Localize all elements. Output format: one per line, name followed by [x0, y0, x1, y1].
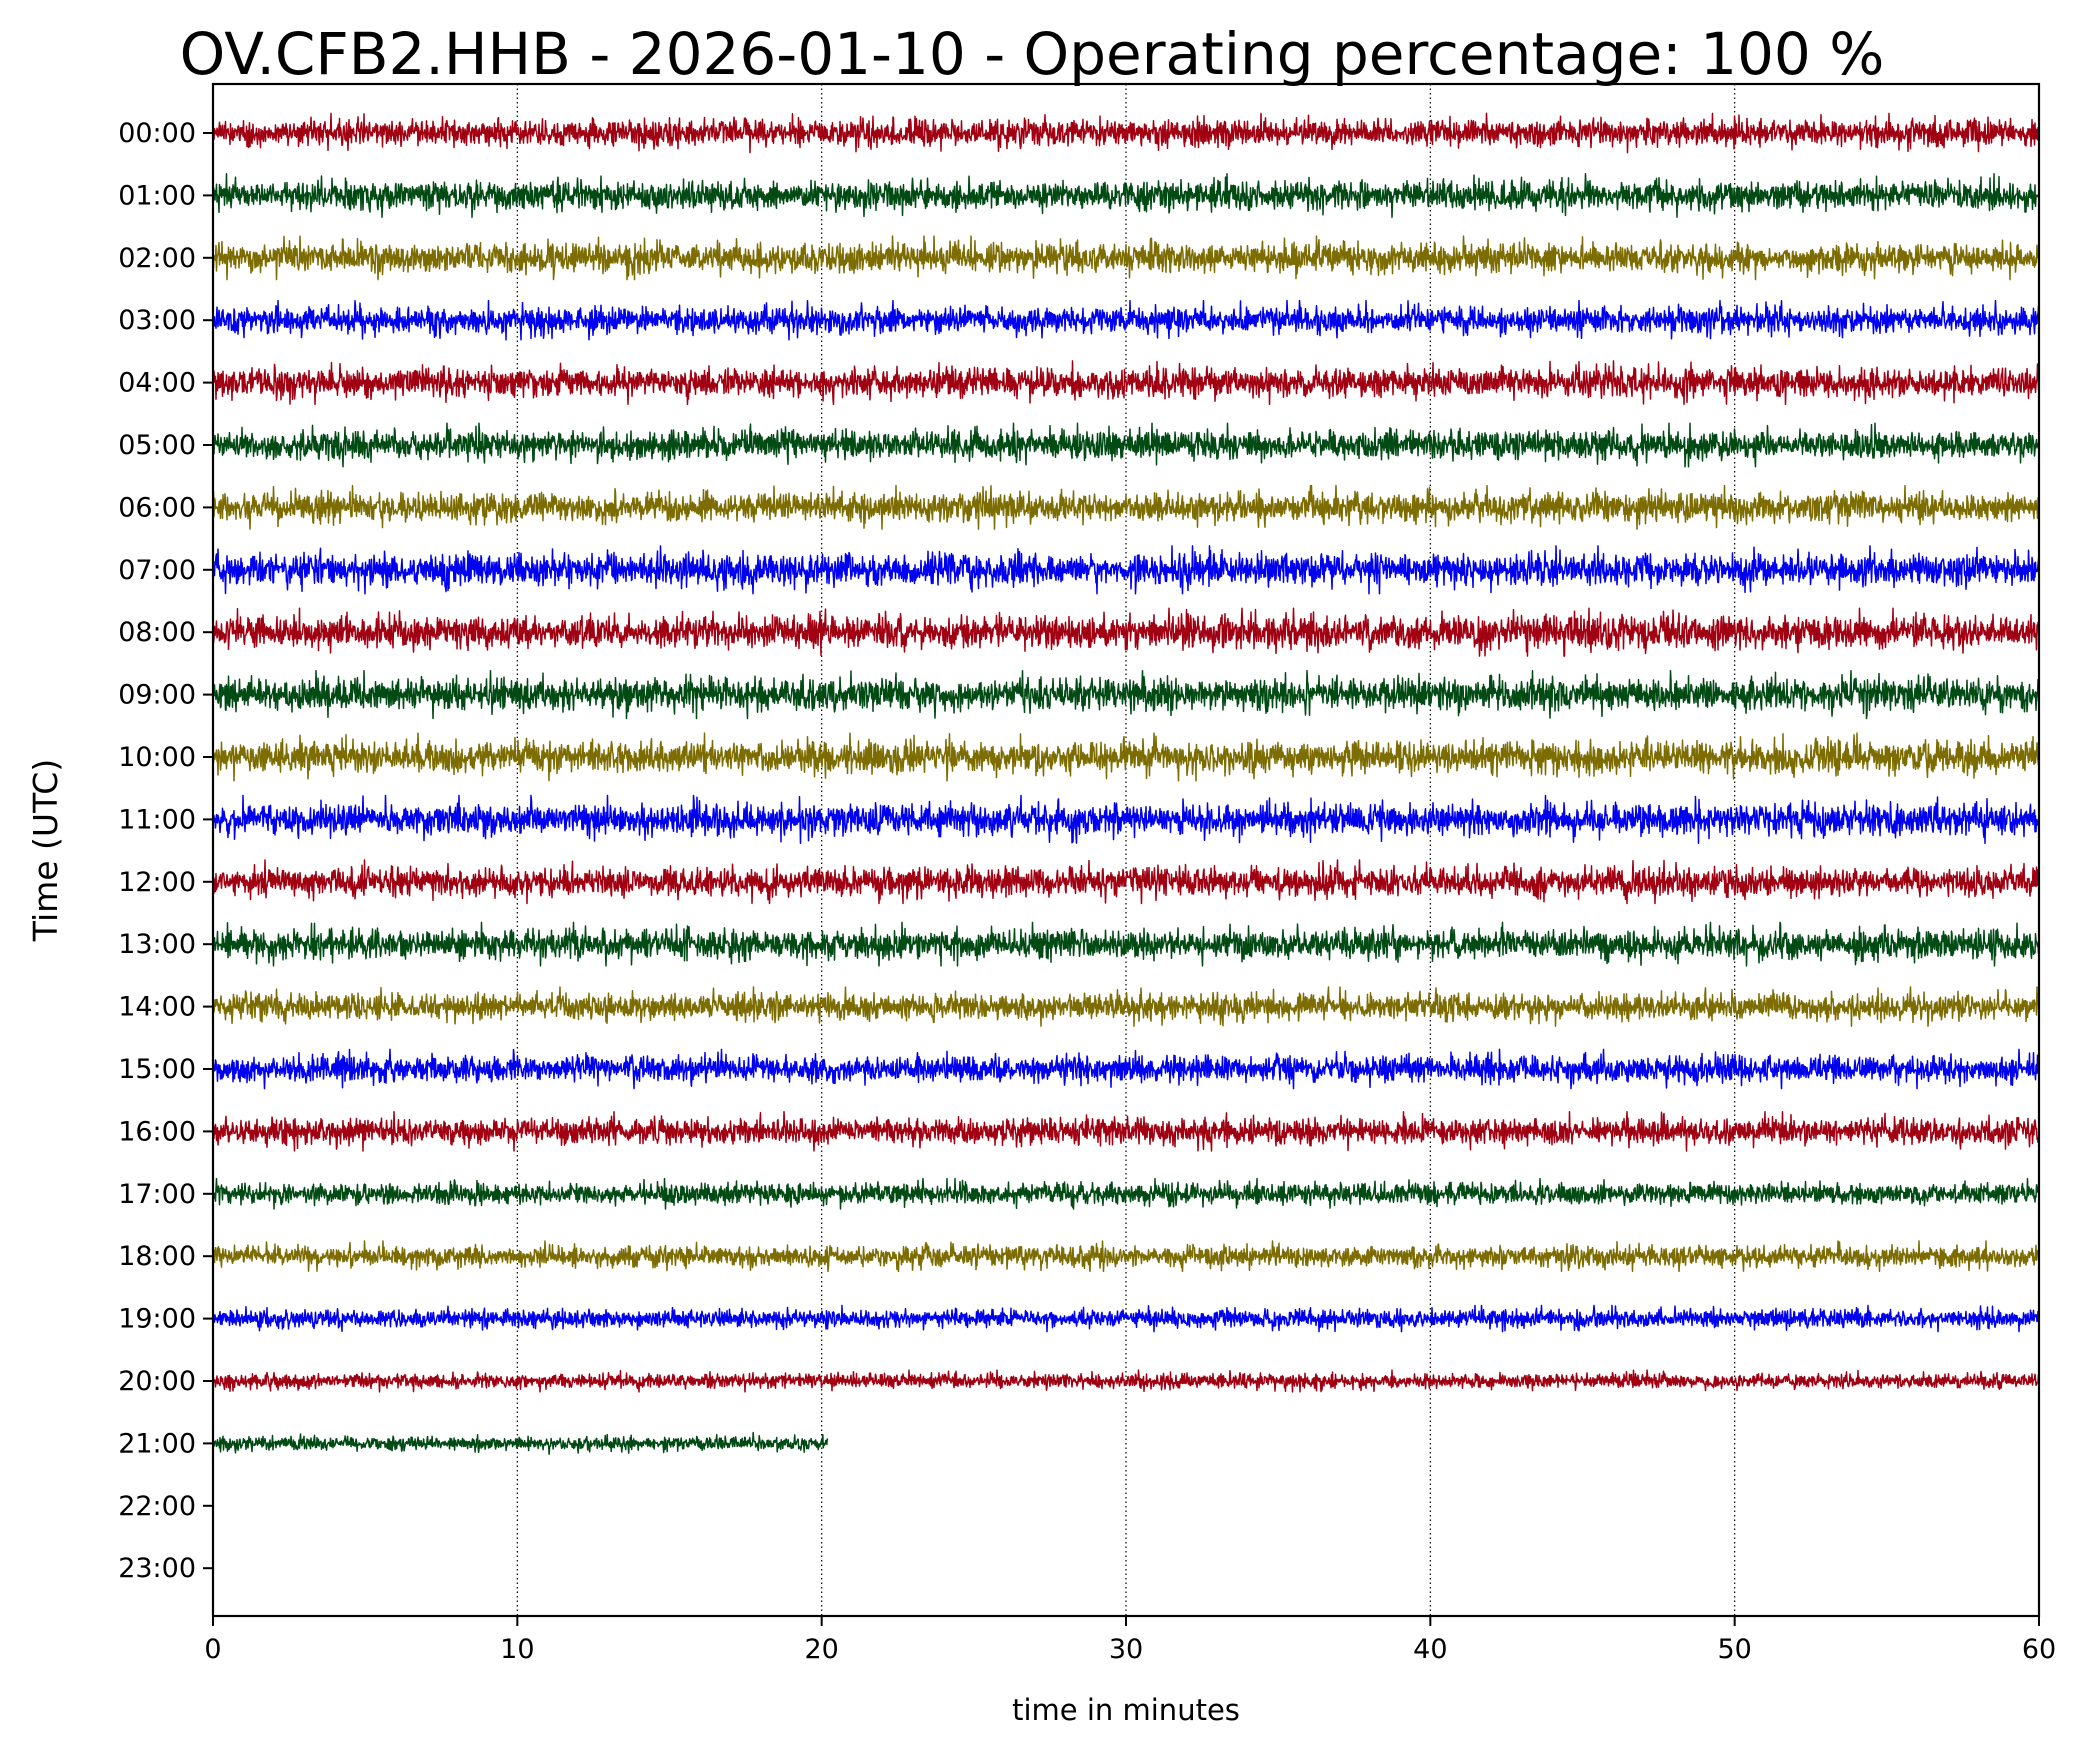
- x-tick-label: 50: [1717, 1634, 1751, 1665]
- trace-line: [212, 112, 2040, 154]
- x-tick-label: 30: [1109, 1634, 1143, 1665]
- y-tick-label: 00:00: [118, 118, 196, 149]
- y-tick-label: 06:00: [118, 492, 196, 523]
- y-tick-label: 19:00: [118, 1304, 196, 1335]
- y-tick-label: 20:00: [118, 1366, 196, 1397]
- trace-line: [212, 545, 2040, 595]
- y-tick-label: 21:00: [118, 1428, 196, 1459]
- x-tick-label: 40: [1413, 1634, 1447, 1665]
- x-axis-label: time in minutes: [1012, 1693, 1240, 1727]
- grid-lines: [516, 84, 1736, 1616]
- y-tick-label: 05:00: [118, 430, 196, 461]
- y-tick-label: 02:00: [118, 243, 196, 274]
- trace-line: [212, 360, 2040, 406]
- trace-line: [212, 921, 2040, 967]
- y-axis: 00:00 01:00 02:00 03:00 04:00 05:00 06:00 07:00…: [118, 118, 213, 1584]
- y-tick-label: 10:00: [118, 742, 196, 773]
- x-tick-label: 10: [500, 1634, 534, 1665]
- trace-line: [212, 1048, 2040, 1090]
- trace-line: [212, 235, 2040, 281]
- seismic-traces: [212, 112, 2040, 1455]
- trace-line: [212, 1369, 2040, 1393]
- trace-line: [212, 1240, 2040, 1273]
- y-tick-label: 23:00: [118, 1553, 196, 1584]
- x-tick-label: 60: [2022, 1634, 2056, 1665]
- y-tick-label: 16:00: [118, 1116, 196, 1147]
- y-tick-label: 08:00: [118, 617, 196, 648]
- trace-line: [212, 1111, 2040, 1152]
- chart-title: OV.CFB2.HHB - 2026-01-10 - Operating per…: [180, 20, 1885, 88]
- trace-line: [212, 484, 2040, 530]
- y-tick-label: 01:00: [118, 180, 196, 211]
- y-tick-label: 13:00: [118, 929, 196, 960]
- y-tick-label: 22:00: [118, 1491, 196, 1522]
- y-axis-label: Time (UTC): [26, 759, 65, 942]
- trace-line: [212, 607, 2040, 657]
- trace-line: [212, 986, 2040, 1027]
- x-tick-label: 20: [804, 1634, 838, 1665]
- y-tick-label: 11:00: [118, 804, 196, 835]
- y-tick-label: 15:00: [118, 1054, 196, 1085]
- trace-line: [212, 422, 2040, 468]
- trace-line: [212, 794, 2040, 845]
- y-tick-label: 04:00: [118, 368, 196, 399]
- trace-line: [212, 1431, 829, 1455]
- y-tick-label: 18:00: [118, 1241, 196, 1272]
- trace-line: [212, 1177, 2040, 1210]
- trace-line: [212, 1304, 2040, 1333]
- trace-line: [212, 732, 2040, 782]
- x-tick-label: 0: [204, 1634, 221, 1665]
- y-tick-label: 09:00: [118, 680, 196, 711]
- y-tick-label: 17:00: [118, 1179, 196, 1210]
- trace-line: [212, 859, 2040, 905]
- trace-line: [212, 299, 2040, 341]
- y-tick-label: 07:00: [118, 555, 196, 586]
- y-tick-label: 12:00: [118, 867, 196, 898]
- x-axis: 0 10 20 30 40 50 60: [204, 1616, 2056, 1665]
- trace-line: [212, 172, 2040, 218]
- trace-line: [212, 669, 2040, 720]
- y-tick-label: 03:00: [118, 305, 196, 336]
- y-tick-label: 14:00: [118, 992, 196, 1023]
